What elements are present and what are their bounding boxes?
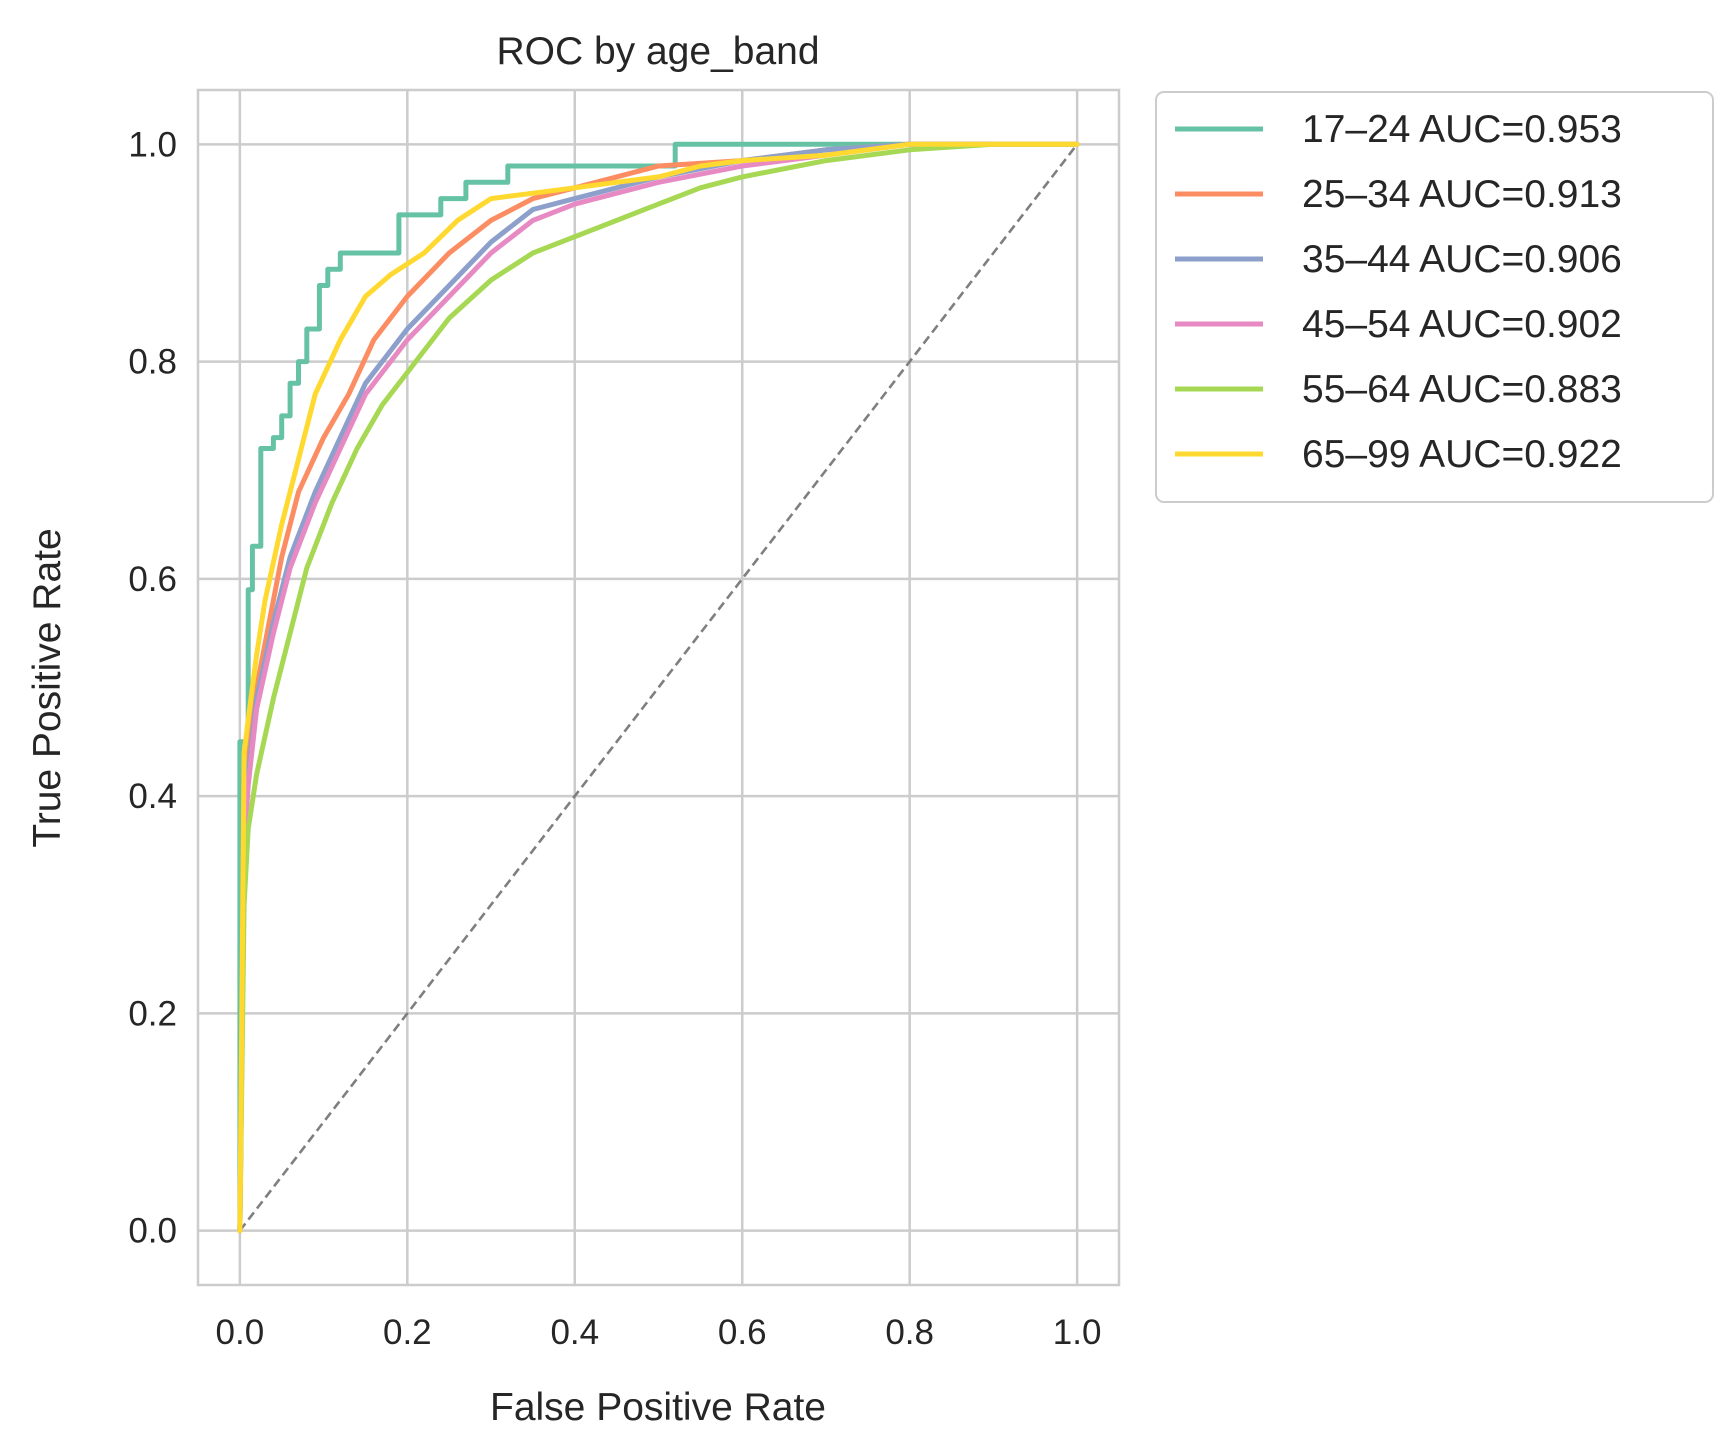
y-tick-label: 0.2	[128, 994, 177, 1033]
roc-series-line	[237, 141, 1080, 1234]
x-tick-label: 0.0	[216, 1313, 265, 1352]
chart-title: ROC by age_band	[496, 30, 819, 73]
x-tick-label: 0.4	[550, 1313, 599, 1352]
y-axis-label: True Positive Rate	[26, 528, 69, 847]
plot-area	[237, 141, 1080, 1234]
legend-entry-label: 25–34 AUC=0.913	[1302, 173, 1622, 216]
chance-diagonal-line	[238, 143, 1079, 1232]
y-tick-label: 1.0	[128, 125, 177, 164]
y-tick-label: 0.8	[128, 343, 177, 382]
roc-series-line	[237, 141, 1080, 1234]
roc-series-line	[237, 141, 1080, 1234]
roc-series-line	[237, 141, 1080, 1234]
y-tick-label: 0.4	[128, 777, 177, 816]
x-tick-label: 0.6	[718, 1313, 767, 1352]
x-tick-label: 0.2	[383, 1313, 432, 1352]
x-axis-label: False Positive Rate	[490, 1386, 826, 1429]
x-tick-label: 0.8	[885, 1313, 934, 1352]
legend-entry-label: 45–54 AUC=0.902	[1302, 303, 1622, 346]
legend-entry-label: 17–24 AUC=0.953	[1302, 108, 1622, 151]
plot-frame	[196, 88, 1121, 1287]
x-tick-label: 1.0	[1053, 1313, 1102, 1352]
legend-frame	[1155, 91, 1714, 503]
legend-entry-label: 35–44 AUC=0.906	[1302, 238, 1622, 281]
tick-labels: 0.0 0.2 0.4 0.6 0.8 1.0 0.0 0.2 0.4 0.6 0.8 1.0	[128, 125, 1101, 1352]
grid-lines	[198, 90, 1119, 1285]
y-tick-label: 0.0	[128, 1212, 177, 1251]
legend-entry-label: 55–64 AUC=0.883	[1302, 368, 1622, 411]
y-tick-label: 0.6	[128, 560, 177, 599]
legend: 17–24 AUC=0.953 25–34 AUC=0.913 35–44 AUC=…	[1155, 91, 1714, 503]
legend-entry-label: 65–99 AUC=0.922	[1302, 433, 1622, 476]
